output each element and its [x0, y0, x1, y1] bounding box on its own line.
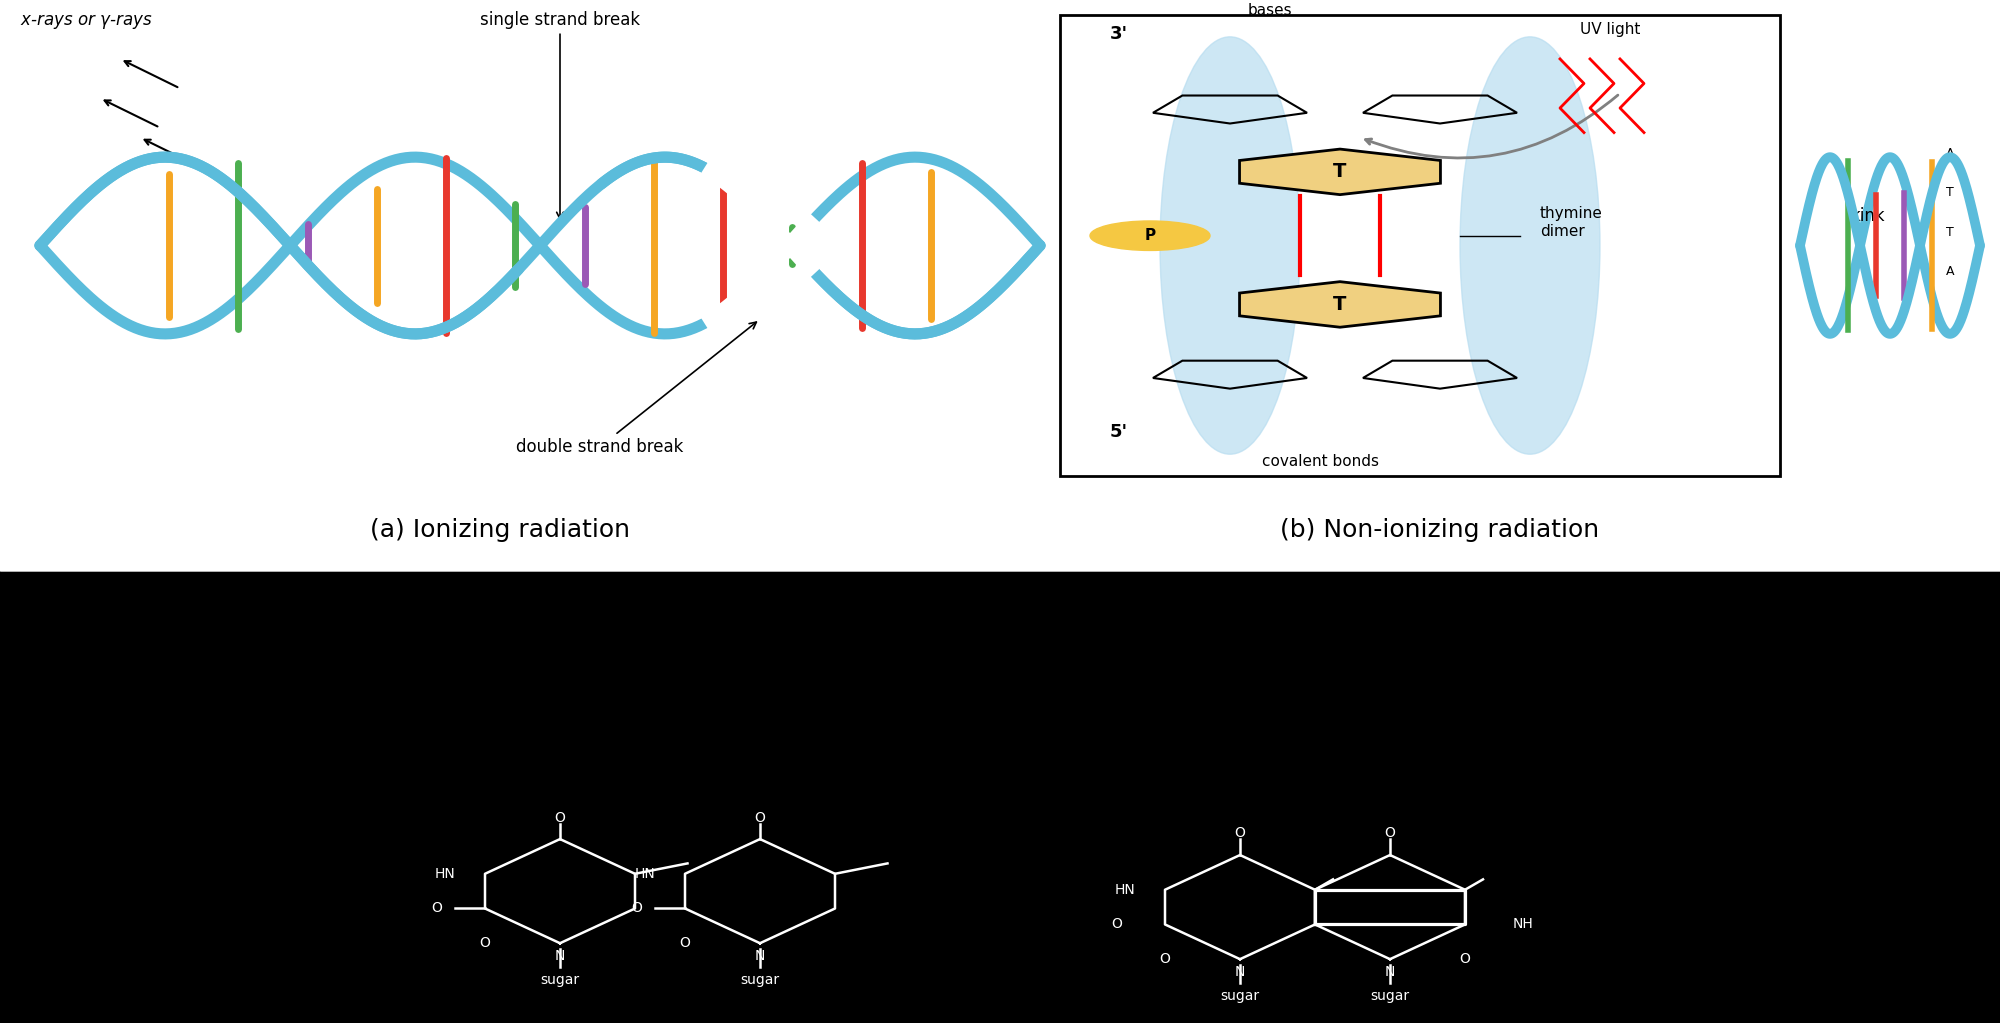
Text: sugar: sugar [540, 973, 580, 987]
Text: N: N [554, 949, 566, 964]
Circle shape [1090, 221, 1210, 251]
Text: O: O [432, 901, 442, 916]
Text: $x$-rays or $\gamma$-rays: $x$-rays or $\gamma$-rays [20, 11, 152, 31]
Text: 5': 5' [1110, 424, 1128, 441]
Text: O: O [754, 810, 766, 825]
Text: N: N [1384, 965, 1396, 979]
Text: O: O [1460, 952, 1470, 966]
Text: T: T [1334, 295, 1346, 314]
FancyBboxPatch shape [1060, 14, 1780, 477]
Text: thymine
dimer: thymine dimer [1540, 207, 1602, 238]
Text: HN: HN [1114, 883, 1136, 897]
Text: N: N [1234, 965, 1246, 979]
Text: T: T [1946, 186, 1954, 199]
Ellipse shape [1160, 37, 1300, 454]
Ellipse shape [1460, 37, 1600, 454]
Text: O: O [554, 810, 566, 825]
Bar [0, 571, 2000, 1023]
Text: O: O [1112, 918, 1122, 932]
Text: T: T [1946, 226, 1954, 238]
Text: O: O [1384, 827, 1396, 841]
Text: covalent bonds: covalent bonds [1262, 454, 1378, 470]
Text: (a) Ionizing radiation: (a) Ionizing radiation [370, 518, 630, 541]
Text: HN: HN [634, 866, 656, 881]
Text: O: O [480, 936, 490, 950]
Text: O: O [632, 901, 642, 916]
Text: P: P [1144, 228, 1156, 243]
Text: A: A [1946, 147, 1954, 161]
Text: UV light: UV light [1580, 23, 1640, 38]
Text: O: O [1160, 952, 1170, 966]
Text: sugar: sugar [1220, 989, 1260, 1004]
Text: 3': 3' [1110, 26, 1128, 43]
Text: sugar: sugar [1370, 989, 1410, 1004]
Text: N: N [754, 949, 766, 964]
Text: O: O [1234, 827, 1246, 841]
Text: kink: kink [1850, 207, 1884, 225]
Text: (b) Non-ionizing radiation: (b) Non-ionizing radiation [1280, 518, 1600, 541]
Polygon shape [1240, 149, 1440, 194]
Text: HN: HN [434, 866, 456, 881]
Text: thymine
bases: thymine bases [1238, 0, 1302, 17]
Text: sugar: sugar [740, 973, 780, 987]
Polygon shape [1240, 281, 1440, 327]
Text: T: T [1334, 163, 1346, 181]
Bar [0, 491, 2000, 571]
Text: double strand break: double strand break [516, 322, 756, 456]
Text: O: O [680, 936, 690, 950]
Text: NH: NH [1514, 918, 1534, 932]
Text: A: A [1946, 265, 1954, 278]
Text: single strand break: single strand break [480, 10, 640, 219]
